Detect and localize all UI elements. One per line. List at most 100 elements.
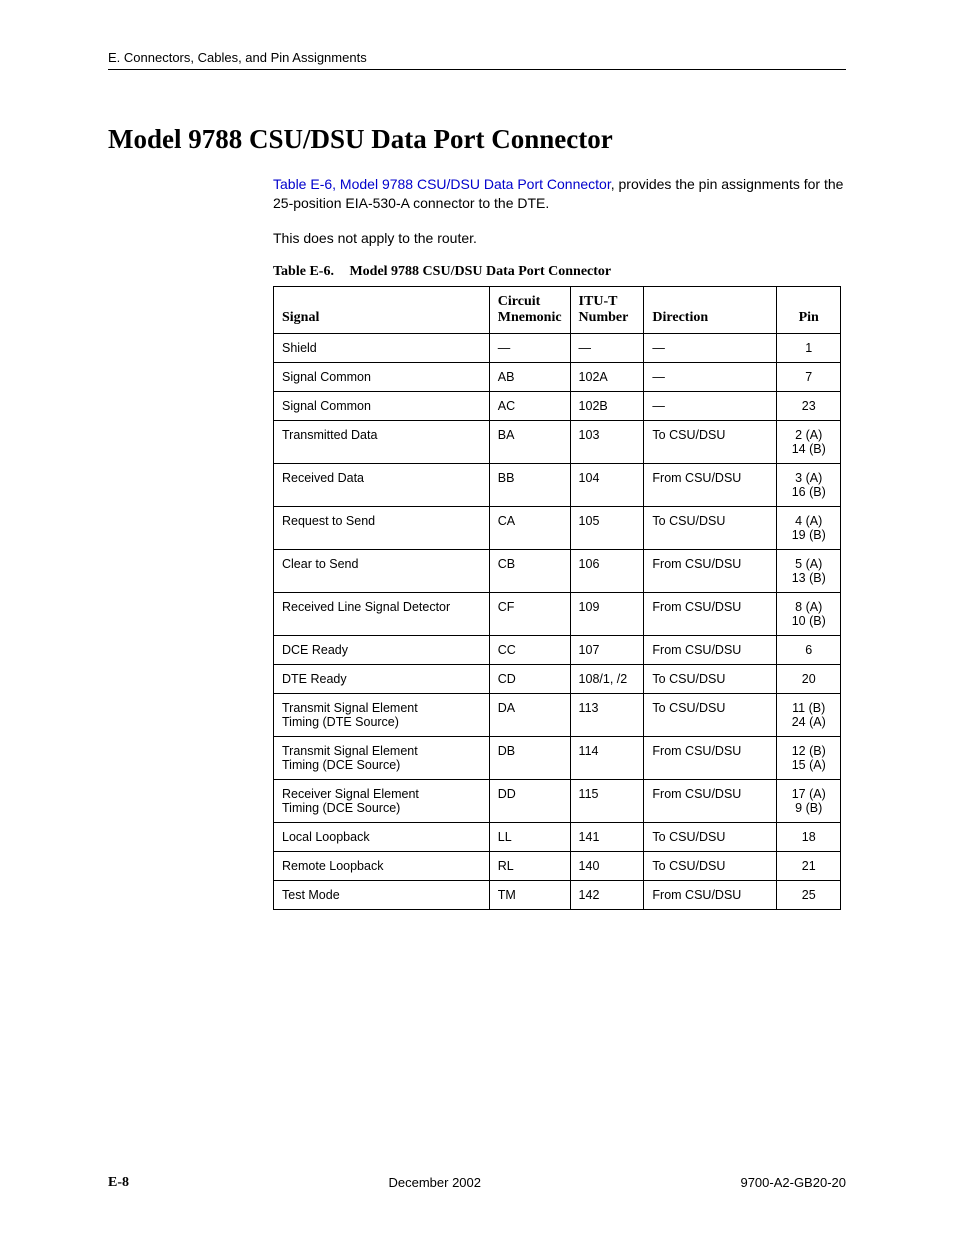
intro-paragraph: Table E-6, Model 9788 CSU/DSU Data Port … xyxy=(108,175,846,213)
table-cell: Request to Send xyxy=(274,506,490,549)
table-cell: BB xyxy=(489,463,570,506)
table-cell: 115 xyxy=(570,779,644,822)
table-cell: To CSU/DSU xyxy=(644,822,777,851)
table-cell: Shield xyxy=(274,333,490,362)
table-cell: 7 xyxy=(777,362,841,391)
table-cell: 1 xyxy=(777,333,841,362)
table-cell: 20 xyxy=(777,664,841,693)
table-cell: 17 (A) 9 (B) xyxy=(777,779,841,822)
table-cell: 18 xyxy=(777,822,841,851)
page-footer: E-8 December 2002 9700-A2-GB20-20 xyxy=(108,1175,846,1191)
table-cell: From CSU/DSU xyxy=(644,463,777,506)
table-row: Transmitted DataBA103To CSU/DSU2 (A) 14 … xyxy=(274,420,841,463)
table-cell: From CSU/DSU xyxy=(644,635,777,664)
col-pin: Pin xyxy=(777,286,841,333)
table-row: Remote LoopbackRL140To CSU/DSU21 xyxy=(274,851,841,880)
table-cell: Transmit Signal Element Timing (DCE Sour… xyxy=(274,736,490,779)
table-cell: TM xyxy=(489,880,570,909)
table-row: DTE ReadyCD108/1, /2To CSU/DSU20 xyxy=(274,664,841,693)
table-cell: Local Loopback xyxy=(274,822,490,851)
table-row: Signal CommonAB102A—7 xyxy=(274,362,841,391)
table-cell: Signal Common xyxy=(274,391,490,420)
table-cell: 104 xyxy=(570,463,644,506)
table-caption: Table E-6. Model 9788 CSU/DSU Data Port … xyxy=(108,264,846,280)
table-cell: 11 (B) 24 (A) xyxy=(777,693,841,736)
table-cell: DCE Ready xyxy=(274,635,490,664)
table-cell: 25 xyxy=(777,880,841,909)
table-cell: 5 (A) 13 (B) xyxy=(777,549,841,592)
table-cell: DD xyxy=(489,779,570,822)
table-cell: Received Line Signal Detector xyxy=(274,592,490,635)
section-title: Model 9788 CSU/DSU Data Port Connector xyxy=(108,124,846,155)
table-reference-link[interactable]: Table E-6, Model 9788 CSU/DSU Data Port … xyxy=(273,176,611,192)
table-cell: AB xyxy=(489,362,570,391)
table-cell: — xyxy=(570,333,644,362)
table-cell: — xyxy=(644,333,777,362)
table-cell: From CSU/DSU xyxy=(644,779,777,822)
table-cell: To CSU/DSU xyxy=(644,851,777,880)
note-paragraph: This does not apply to the router. xyxy=(108,229,846,248)
table-cell: DTE Ready xyxy=(274,664,490,693)
caption-title: Model 9788 CSU/DSU Data Port Connector xyxy=(349,264,611,279)
table-header-row: Signal Circuit Mnemonic ITU-T Number Dir… xyxy=(274,286,841,333)
table-row: Signal CommonAC102B—23 xyxy=(274,391,841,420)
table-cell: AC xyxy=(489,391,570,420)
page-number: E-8 xyxy=(108,1175,129,1191)
table-cell: BA xyxy=(489,420,570,463)
table-row: Received Line Signal DetectorCF109From C… xyxy=(274,592,841,635)
table-cell: RL xyxy=(489,851,570,880)
table-row: Request to SendCA105To CSU/DSU4 (A) 19 (… xyxy=(274,506,841,549)
table-row: Shield———1 xyxy=(274,333,841,362)
table-cell: CC xyxy=(489,635,570,664)
table-row: Clear to SendCB106From CSU/DSU5 (A) 13 (… xyxy=(274,549,841,592)
table-row: Transmit Signal Element Timing (DCE Sour… xyxy=(274,736,841,779)
table-cell: DB xyxy=(489,736,570,779)
table-cell: Clear to Send xyxy=(274,549,490,592)
footer-doc: 9700-A2-GB20-20 xyxy=(740,1175,846,1191)
table-cell: Transmit Signal Element Timing (DTE Sour… xyxy=(274,693,490,736)
table-cell: 4 (A) 19 (B) xyxy=(777,506,841,549)
table-cell: Remote Loopback xyxy=(274,851,490,880)
col-itu: ITU-T Number xyxy=(570,286,644,333)
table-cell: CF xyxy=(489,592,570,635)
table-cell: From CSU/DSU xyxy=(644,736,777,779)
table-cell: 106 xyxy=(570,549,644,592)
table-cell: Signal Common xyxy=(274,362,490,391)
col-signal: Signal xyxy=(274,286,490,333)
table-cell: 114 xyxy=(570,736,644,779)
table-cell: Transmitted Data xyxy=(274,420,490,463)
page-header: E. Connectors, Cables, and Pin Assignmen… xyxy=(108,50,846,70)
table-cell: 107 xyxy=(570,635,644,664)
table-body: Shield———1Signal CommonAB102A—7Signal Co… xyxy=(274,333,841,909)
table-cell: To CSU/DSU xyxy=(644,506,777,549)
table-cell: 141 xyxy=(570,822,644,851)
footer-date: December 2002 xyxy=(388,1175,481,1191)
pin-assignment-table: Signal Circuit Mnemonic ITU-T Number Dir… xyxy=(273,286,841,910)
table-cell: 109 xyxy=(570,592,644,635)
table-cell: Received Data xyxy=(274,463,490,506)
table-cell: 102A xyxy=(570,362,644,391)
table-cell: 103 xyxy=(570,420,644,463)
table-row: Received DataBB104From CSU/DSU3 (A) 16 (… xyxy=(274,463,841,506)
table-cell: 102B xyxy=(570,391,644,420)
table-cell: 2 (A) 14 (B) xyxy=(777,420,841,463)
table-cell: 21 xyxy=(777,851,841,880)
table-row: DCE ReadyCC107From CSU/DSU6 xyxy=(274,635,841,664)
table-cell: 23 xyxy=(777,391,841,420)
caption-label: Table E-6. xyxy=(273,264,334,279)
table-cell: 12 (B) 15 (A) xyxy=(777,736,841,779)
table-cell: From CSU/DSU xyxy=(644,592,777,635)
table-cell: 3 (A) 16 (B) xyxy=(777,463,841,506)
table-cell: — xyxy=(644,391,777,420)
table-row: Receiver Signal Element Timing (DCE Sour… xyxy=(274,779,841,822)
table-cell: 108/1, /2 xyxy=(570,664,644,693)
table-cell: To CSU/DSU xyxy=(644,420,777,463)
table-cell: 140 xyxy=(570,851,644,880)
table-cell: 6 xyxy=(777,635,841,664)
table-cell: 105 xyxy=(570,506,644,549)
table-row: Transmit Signal Element Timing (DTE Sour… xyxy=(274,693,841,736)
table-cell: CB xyxy=(489,549,570,592)
table-cell: Receiver Signal Element Timing (DCE Sour… xyxy=(274,779,490,822)
table-cell: From CSU/DSU xyxy=(644,880,777,909)
table-cell: — xyxy=(489,333,570,362)
